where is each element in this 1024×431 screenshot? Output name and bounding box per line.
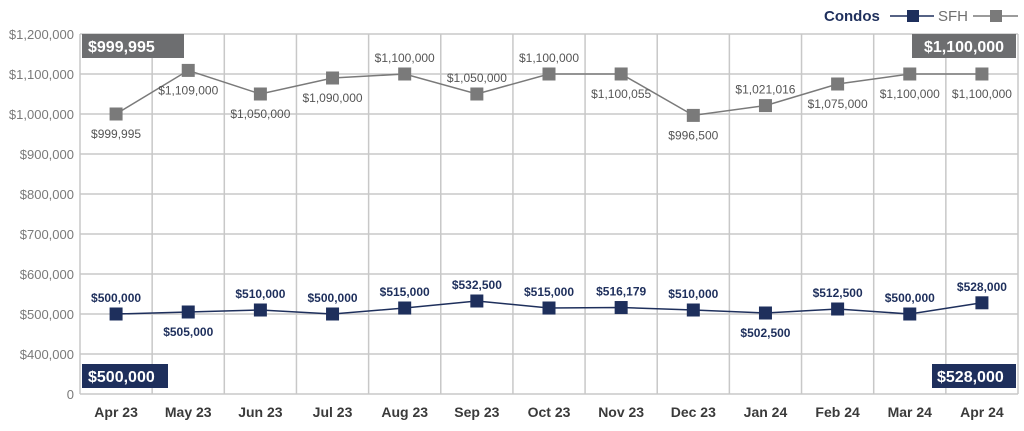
data-label-condos: $528,000 [957,280,1007,294]
data-point-sfh [181,63,195,77]
y-tick-label: $900,000 [20,147,74,162]
series-lines [109,63,989,321]
data-label-sfh: $1,021,016 [735,83,795,97]
callout-sfh-end-box [912,34,1016,58]
y-tick-label: $1,000,000 [9,107,74,122]
y-tick-label: 0 [67,387,74,402]
data-point-sfh [253,87,267,101]
data-point-condos [109,307,123,321]
data-label-sfh: $1,090,000 [303,91,363,105]
callout-condo-start-box [82,364,168,388]
y-tick-label: $1,200,000 [9,27,74,42]
data-label-sfh: $999,995 [91,127,141,141]
x-tick-label: Apr 24 [960,404,1004,420]
data-label-condos: $500,000 [885,291,935,305]
data-point-sfh [109,107,123,121]
y-tick-label: $400,000 [20,347,74,362]
data-point-condos [686,303,700,317]
data-label-sfh: $996,500 [668,128,718,142]
data-point-sfh [903,67,917,81]
legend-condos-marker [907,10,919,22]
data-label-condos: $516,179 [596,285,646,299]
data-point-sfh [398,67,412,81]
x-tick-label: Aug 23 [381,404,428,420]
x-tick-label: Dec 23 [671,404,716,420]
x-axis-ticks: Apr 23 May 23 Jun 23 Jul 23 Aug 23 Sep 23 Oct … [94,404,1004,420]
data-point-sfh [686,108,700,122]
legend: Condos SFH [824,8,1018,25]
data-label-condos: $502,500 [740,326,790,340]
data-point-sfh [758,99,772,113]
legend-sfh-label: SFH [938,8,968,25]
data-point-sfh [614,67,628,81]
data-label-sfh: $1,050,000 [230,107,290,121]
data-label-condos: $532,500 [452,278,502,292]
y-tick-label: $1,100,000 [9,67,74,82]
x-tick-label: Feb 24 [815,404,860,420]
x-tick-label: Jun 23 [238,404,283,420]
x-tick-label: Jul 23 [313,404,353,420]
data-label-condos: $510,000 [668,287,718,301]
y-tick-label: $500,000 [20,307,74,322]
x-tick-label: Mar 24 [888,404,933,420]
grid [79,33,1019,395]
callout-condo-end: $528,000 [932,364,1016,388]
data-point-condos [903,307,917,321]
data-point-condos [614,301,628,315]
y-tick-label: $700,000 [20,227,74,242]
data-point-condos [181,305,195,319]
data-point-condos [831,302,845,316]
data-label-condos: $505,000 [163,325,213,339]
y-axis-ticks: 0 $400,000 $500,000 $600,000 $700,000 $800,00… [9,27,74,402]
data-label-condos: $515,000 [380,285,430,299]
data-point-condos [470,294,484,308]
x-tick-label: May 23 [165,404,212,420]
data-label-sfh: $1,100,055 [591,87,651,101]
data-label-sfh: $1,100,000 [375,51,435,65]
data-point-sfh [470,87,484,101]
callout-condo-start-text: $500,000 [88,369,155,386]
y-tick-label: $600,000 [20,267,74,282]
data-label-condos: $510,000 [235,287,285,301]
legend-condos-label: Condos [824,8,880,25]
data-point-condos [758,306,772,320]
data-label-condos: $512,500 [813,286,863,300]
data-label-sfh: $1,075,000 [808,97,868,111]
data-point-condos [326,307,340,321]
data-point-sfh [975,67,989,81]
data-label-sfh: $1,100,000 [880,87,940,101]
callout-sfh-start: $999,995 [82,34,184,58]
x-tick-label: Oct 23 [528,404,571,420]
x-tick-label: Nov 23 [598,404,644,420]
data-point-condos [975,296,989,310]
data-label-condos: $500,000 [308,291,358,305]
callout-sfh-start-box [82,34,184,58]
callout-sfh-end: $1,100,000 [912,34,1016,58]
x-tick-label: Sep 23 [454,404,499,420]
data-labels: $500,000 $505,000 $510,000 $500,000 $515,000… [91,51,1012,340]
data-label-sfh: $1,100,000 [519,51,579,65]
data-point-condos [542,301,556,315]
callout-condo-end-box [932,364,1016,388]
data-label-sfh: $1,109,000 [158,83,218,97]
data-point-sfh [831,77,845,91]
data-label-sfh: $1,050,000 [447,71,507,85]
legend-sfh-marker [990,10,1002,22]
data-point-sfh [542,67,556,81]
data-label-condos: $500,000 [91,291,141,305]
data-point-sfh [326,71,340,85]
data-point-condos [398,301,412,315]
callout-condo-end-text: $528,000 [937,369,1004,386]
data-point-condos [253,303,267,317]
callout-condo-start: $500,000 [82,364,168,388]
callout-sfh-start-text: $999,995 [88,39,155,56]
data-label-condos: $515,000 [524,285,574,299]
y-tick-label: $800,000 [20,187,74,202]
data-label-sfh: $1,100,000 [952,87,1012,101]
callout-sfh-end-text: $1,100,000 [924,39,1004,56]
x-tick-label: Apr 23 [94,404,138,420]
x-tick-label: Jan 24 [744,404,788,420]
